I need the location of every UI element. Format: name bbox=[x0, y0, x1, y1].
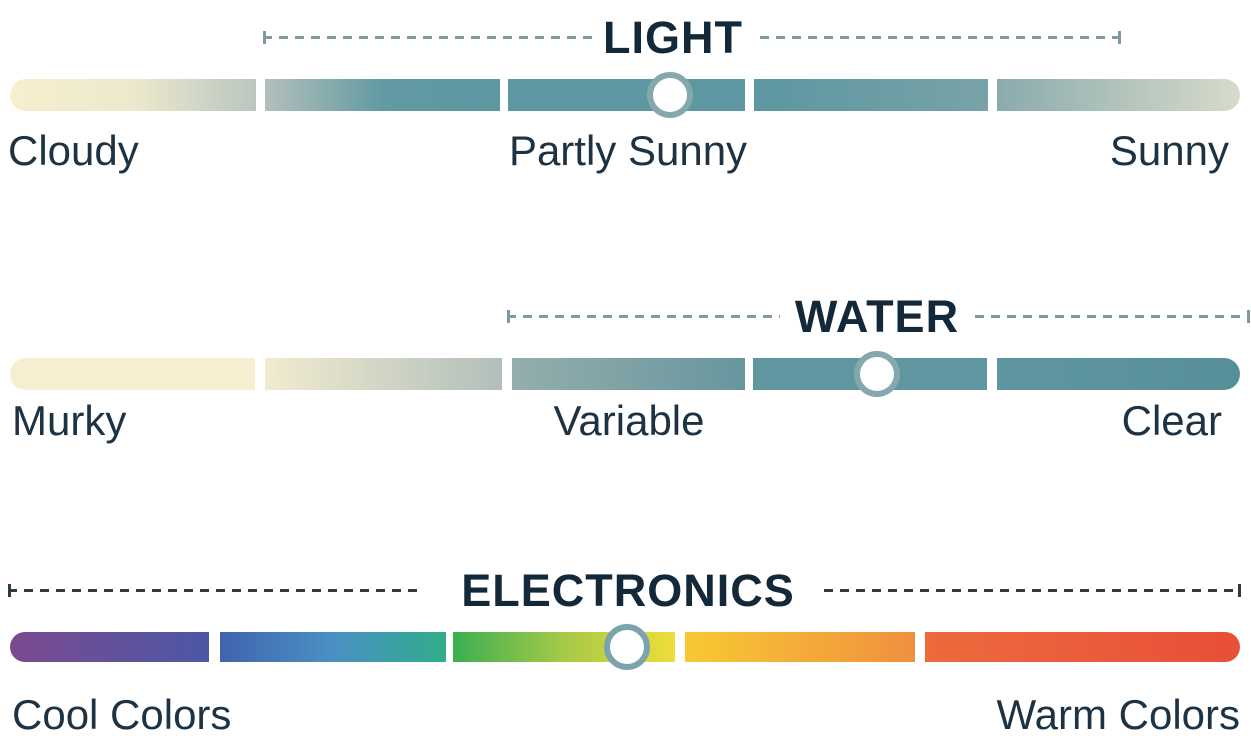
electronics-title: ELECTRONICS bbox=[461, 565, 795, 616]
water-label-min: Murky bbox=[12, 397, 127, 444]
light-label-max: Sunny bbox=[1109, 127, 1229, 174]
water-slider-knob[interactable] bbox=[854, 351, 900, 397]
light-title: LIGHT bbox=[603, 12, 743, 63]
electronics-label-max: Warm Colors bbox=[996, 691, 1240, 738]
light-label-min: Cloudy bbox=[8, 127, 139, 174]
light-slider-knob[interactable] bbox=[647, 72, 693, 118]
light-label-mid: Partly Sunny bbox=[508, 127, 748, 174]
water-label-mid: Variable bbox=[553, 397, 705, 444]
water-label-max: Clear bbox=[1121, 397, 1222, 444]
water-title: WATER bbox=[794, 291, 960, 342]
electronics-label-min: Cool Colors bbox=[12, 691, 232, 738]
electronics-slider-knob[interactable] bbox=[604, 624, 650, 670]
